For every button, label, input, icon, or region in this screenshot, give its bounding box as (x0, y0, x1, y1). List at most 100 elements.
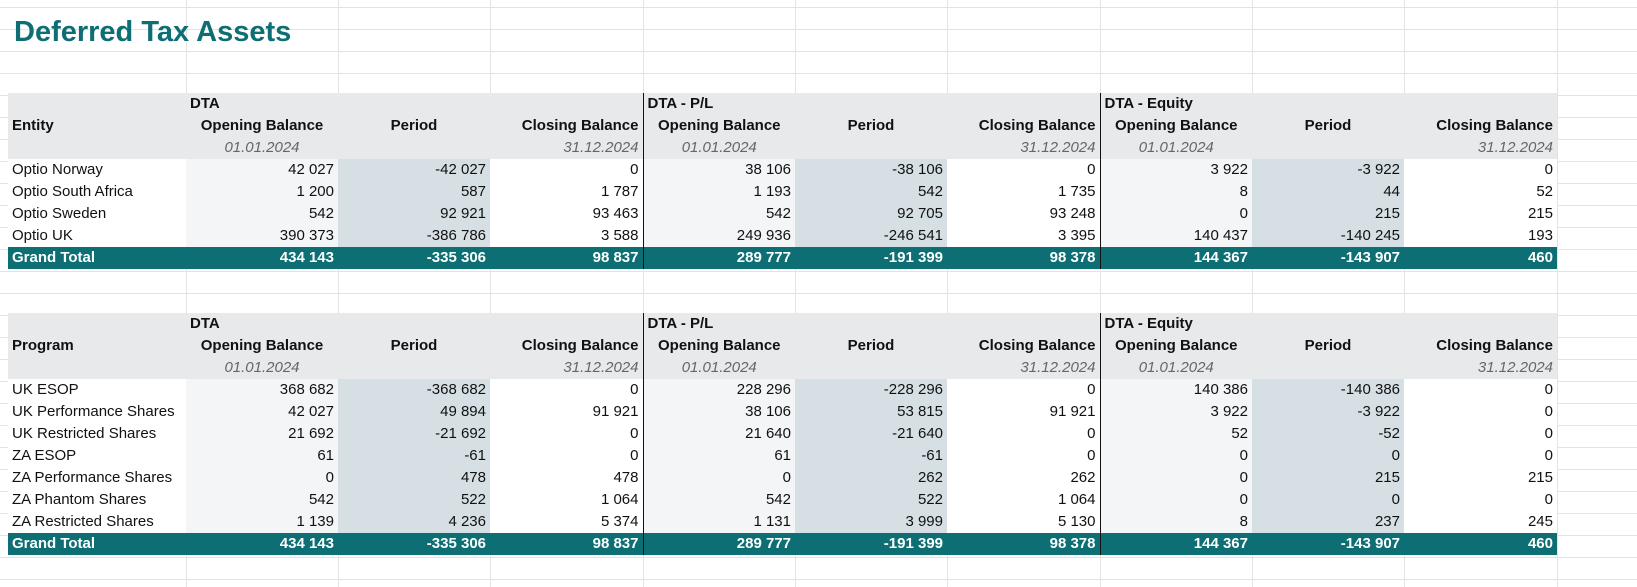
row-label[interactable]: Optio Norway (8, 159, 186, 181)
value-cell[interactable]: 215 (1252, 203, 1404, 225)
value-cell[interactable]: 52 (1099, 423, 1252, 445)
value-cell[interactable]: -52 (1252, 423, 1404, 445)
row-label[interactable]: Optio South Africa (8, 181, 186, 203)
value-cell[interactable]: 390 373 (186, 225, 338, 247)
value-cell[interactable]: 8 (1099, 181, 1252, 203)
value-cell[interactable]: 215 (1404, 203, 1557, 225)
value-cell[interactable]: 93 248 (947, 203, 1100, 225)
value-cell[interactable]: 4 236 (338, 511, 490, 533)
value-cell[interactable]: 8 (1099, 511, 1252, 533)
value-cell[interactable]: 522 (795, 489, 947, 511)
grand-total-cell[interactable]: 434 143 (186, 533, 338, 555)
row-label[interactable]: UK ESOP (8, 379, 186, 401)
value-cell[interactable]: 542 (186, 489, 338, 511)
value-cell[interactable]: 61 (186, 445, 338, 467)
value-cell[interactable]: 249 936 (642, 225, 795, 247)
row-label[interactable]: ZA ESOP (8, 445, 186, 467)
value-cell[interactable]: 237 (1252, 511, 1404, 533)
value-cell[interactable]: 0 (1252, 445, 1404, 467)
grand-total-cell[interactable]: -335 306 (338, 247, 490, 269)
grand-total-cell[interactable]: 434 143 (186, 247, 338, 269)
value-cell[interactable]: 0 (947, 423, 1100, 445)
value-cell[interactable]: 42 027 (186, 159, 338, 181)
grand-total-cell[interactable]: -191 399 (795, 533, 947, 555)
value-cell[interactable]: 542 (795, 181, 947, 203)
grand-total-cell[interactable]: 98 837 (490, 247, 643, 269)
value-cell[interactable]: 0 (947, 379, 1100, 401)
value-cell[interactable]: 0 (1099, 445, 1252, 467)
grand-total-cell[interactable]: 144 367 (1099, 533, 1252, 555)
grand-total-cell[interactable]: 98 837 (490, 533, 643, 555)
value-cell[interactable]: 3 999 (795, 511, 947, 533)
value-cell[interactable]: 478 (490, 467, 643, 489)
value-cell[interactable]: 140 437 (1099, 225, 1252, 247)
row-label[interactable]: UK Performance Shares (8, 401, 186, 423)
value-cell[interactable]: 0 (642, 467, 795, 489)
grand-total-cell[interactable]: 289 777 (642, 533, 795, 555)
value-cell[interactable]: 245 (1404, 511, 1557, 533)
value-cell[interactable]: 0 (490, 159, 643, 181)
value-cell[interactable]: 3 588 (490, 225, 643, 247)
value-cell[interactable]: 587 (338, 181, 490, 203)
value-cell[interactable]: 522 (338, 489, 490, 511)
value-cell[interactable]: 542 (642, 489, 795, 511)
value-cell[interactable]: 193 (1404, 225, 1557, 247)
value-cell[interactable]: 92 921 (338, 203, 490, 225)
grand-total-cell[interactable]: -143 907 (1252, 533, 1404, 555)
value-cell[interactable]: -368 682 (338, 379, 490, 401)
value-cell[interactable]: 3 922 (1099, 159, 1252, 181)
value-cell[interactable]: 44 (1252, 181, 1404, 203)
value-cell[interactable]: 91 921 (490, 401, 643, 423)
value-cell[interactable]: 1 200 (186, 181, 338, 203)
value-cell[interactable]: 140 386 (1099, 379, 1252, 401)
value-cell[interactable]: 21 692 (186, 423, 338, 445)
value-cell[interactable]: 38 106 (642, 159, 795, 181)
value-cell[interactable]: 0 (1404, 401, 1557, 423)
value-cell[interactable]: -246 541 (795, 225, 947, 247)
value-cell[interactable]: 0 (947, 445, 1100, 467)
value-cell[interactable]: 1 787 (490, 181, 643, 203)
value-cell[interactable]: -61 (338, 445, 490, 467)
value-cell[interactable]: 0 (1099, 489, 1252, 511)
value-cell[interactable]: 0 (1404, 159, 1557, 181)
value-cell[interactable]: -42 027 (338, 159, 490, 181)
value-cell[interactable]: 42 027 (186, 401, 338, 423)
row-label[interactable]: ZA Restricted Shares (8, 511, 186, 533)
value-cell[interactable]: 0 (490, 445, 643, 467)
value-cell[interactable]: 93 463 (490, 203, 643, 225)
value-cell[interactable]: 0 (490, 423, 643, 445)
value-cell[interactable]: 0 (1252, 489, 1404, 511)
value-cell[interactable]: 53 815 (795, 401, 947, 423)
grand-total-cell[interactable]: 289 777 (642, 247, 795, 269)
value-cell[interactable]: 262 (947, 467, 1100, 489)
value-cell[interactable]: 1 131 (642, 511, 795, 533)
row-label[interactable]: UK Restricted Shares (8, 423, 186, 445)
value-cell[interactable]: 0 (1099, 467, 1252, 489)
value-cell[interactable]: 215 (1252, 467, 1404, 489)
grand-total-cell[interactable]: -143 907 (1252, 247, 1404, 269)
value-cell[interactable]: 5 130 (947, 511, 1100, 533)
value-cell[interactable]: 542 (186, 203, 338, 225)
value-cell[interactable]: -140 245 (1252, 225, 1404, 247)
grand-total-cell[interactable]: 98 378 (947, 533, 1100, 555)
value-cell[interactable]: 92 705 (795, 203, 947, 225)
value-cell[interactable]: 0 (1404, 379, 1557, 401)
row-label[interactable]: ZA Performance Shares (8, 467, 186, 489)
grand-total-cell[interactable]: 98 378 (947, 247, 1100, 269)
row-label[interactable]: ZA Phantom Shares (8, 489, 186, 511)
value-cell[interactable]: 215 (1404, 467, 1557, 489)
value-cell[interactable]: -3 922 (1252, 401, 1404, 423)
value-cell[interactable]: 1 064 (947, 489, 1100, 511)
value-cell[interactable]: 3 395 (947, 225, 1100, 247)
value-cell[interactable]: -228 296 (795, 379, 947, 401)
value-cell[interactable]: -386 786 (338, 225, 490, 247)
value-cell[interactable]: 49 894 (338, 401, 490, 423)
value-cell[interactable]: -140 386 (1252, 379, 1404, 401)
value-cell[interactable]: 0 (1404, 489, 1557, 511)
value-cell[interactable]: 262 (795, 467, 947, 489)
value-cell[interactable]: -61 (795, 445, 947, 467)
grand-total-cell[interactable]: -335 306 (338, 533, 490, 555)
value-cell[interactable]: 91 921 (947, 401, 1100, 423)
value-cell[interactable]: 1 064 (490, 489, 643, 511)
value-cell[interactable]: 0 (1404, 423, 1557, 445)
